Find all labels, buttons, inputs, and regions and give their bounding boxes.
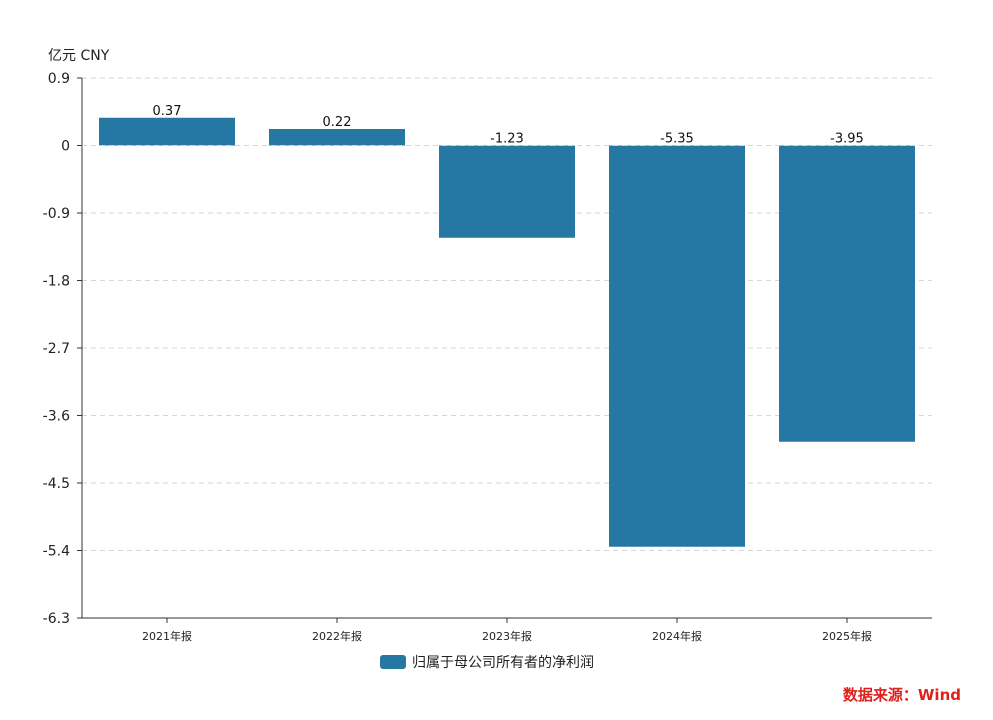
y-tick-label: -1.8	[43, 274, 70, 290]
data-source-label: 数据来源：Wind	[842, 686, 961, 704]
y-tick-label: 0	[61, 139, 70, 155]
y-tick-label: -0.9	[43, 206, 70, 222]
y-tick-label: 0.9	[48, 71, 70, 87]
x-tick-label: 2021年报	[142, 629, 192, 643]
legend-label: 归属于母公司所有者的净利润	[412, 655, 594, 671]
y-tick-label: -6.3	[43, 611, 70, 627]
x-tick-label: 2024年报	[652, 629, 702, 643]
bar	[609, 145, 745, 547]
x-tick-label: 2025年报	[822, 629, 872, 643]
y-tick-label: -3.6	[43, 409, 70, 425]
y-unit-label: 亿元 CNY	[48, 48, 110, 64]
bar	[779, 145, 915, 442]
y-tick-label: -2.7	[43, 341, 70, 357]
y-tick-label: -5.4	[43, 544, 70, 560]
data-label: 0.37	[153, 104, 182, 119]
x-tick-label: 2023年报	[482, 629, 532, 643]
bar	[269, 129, 405, 146]
bar	[439, 145, 575, 238]
data-label: -5.35	[660, 132, 694, 147]
data-label: -1.23	[490, 132, 524, 147]
legend[interactable]: 归属于母公司所有者的净利润	[380, 652, 594, 672]
bar	[99, 117, 235, 146]
legend-swatch	[380, 655, 406, 669]
data-label: 0.22	[323, 115, 352, 130]
y-tick-label: -4.5	[43, 476, 70, 492]
data-label: -3.95	[830, 132, 864, 147]
x-tick-label: 2022年报	[312, 629, 362, 643]
